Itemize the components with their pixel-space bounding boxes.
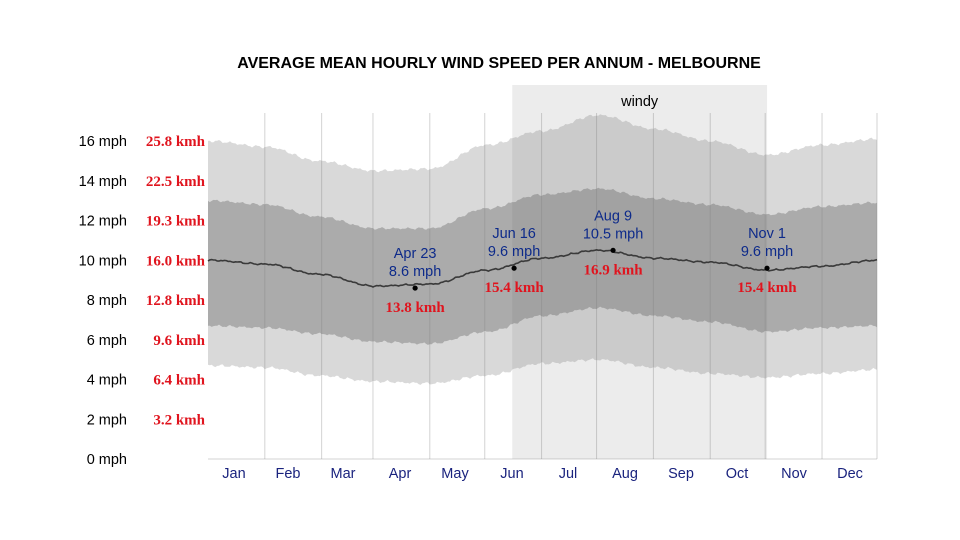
y-tick-kmh-10: 16.0 kmh bbox=[146, 253, 206, 269]
annotation-kmh-1: 15.4 kmh bbox=[484, 280, 544, 296]
x-tick-aug: Aug bbox=[612, 466, 638, 482]
annotation-mph-0: 8.6 mph bbox=[389, 264, 441, 280]
annotation-point-1 bbox=[511, 265, 517, 271]
x-tick-jun: Jun bbox=[500, 466, 523, 482]
annotation-kmh-0: 13.8 kmh bbox=[386, 300, 446, 316]
y-tick-mph-10: 10 mph bbox=[79, 253, 127, 269]
y-tick-mph-0: 0 mph bbox=[87, 452, 127, 468]
annotation-date-1: Jun 16 bbox=[492, 226, 536, 242]
annotation-date-0: Apr 23 bbox=[394, 246, 437, 262]
band-p10-p90 bbox=[208, 114, 877, 385]
annotation-mph-3: 9.6 mph bbox=[741, 244, 793, 260]
windy-season-highlight: windy bbox=[512, 85, 768, 459]
annotation-date-3: Nov 1 bbox=[748, 226, 786, 242]
y-tick-kmh-6: 9.6 kmh bbox=[153, 333, 205, 349]
annotation-point-2 bbox=[610, 247, 616, 253]
y-tick-kmh-8: 12.8 kmh bbox=[146, 293, 206, 309]
y-tick-kmh-12: 19.3 kmh bbox=[146, 214, 206, 230]
annotation-kmh-2: 16.9 kmh bbox=[583, 262, 643, 278]
y-tick-mph-2: 2 mph bbox=[87, 412, 127, 428]
x-tick-oct: Oct bbox=[726, 466, 749, 482]
y-tick-kmh-14: 22.5 kmh bbox=[146, 174, 206, 190]
y-tick-kmh-4: 6.4 kmh bbox=[153, 373, 205, 389]
x-tick-dec: Dec bbox=[837, 466, 863, 482]
annotation-mph-1: 9.6 mph bbox=[488, 244, 540, 260]
annotation-kmh-3: 15.4 kmh bbox=[737, 280, 797, 296]
y-axis: 0 mph 2 mph 3.2 kmh 4 mph 6.4 kmh 6 mph 9.6 km… bbox=[79, 134, 206, 468]
annotation-point-0 bbox=[412, 285, 418, 291]
x-tick-feb: Feb bbox=[276, 466, 301, 482]
x-tick-apr: Apr bbox=[389, 466, 412, 482]
windy-season-rect bbox=[512, 85, 768, 459]
x-axis: Jan Feb Mar Apr May Jun Jul Aug Sep Oct Nov Dec bbox=[222, 466, 863, 482]
x-tick-jan: Jan bbox=[222, 466, 245, 482]
x-tick-jul: Jul bbox=[559, 466, 578, 482]
y-tick-kmh-2: 3.2 kmh bbox=[153, 412, 205, 428]
windy-season-label: windy bbox=[620, 94, 659, 110]
x-tick-nov: Nov bbox=[781, 466, 808, 482]
annotation-point-3 bbox=[764, 265, 770, 271]
y-tick-mph-8: 8 mph bbox=[87, 293, 127, 309]
annotation-mph-2: 10.5 mph bbox=[583, 226, 643, 242]
x-tick-may: May bbox=[441, 466, 469, 482]
y-tick-mph-6: 6 mph bbox=[87, 333, 127, 349]
chart-title: AVERAGE MEAN HOURLY WIND SPEED PER ANNUM… bbox=[237, 55, 761, 72]
x-tick-sep: Sep bbox=[668, 466, 694, 482]
x-tick-mar: Mar bbox=[331, 466, 356, 482]
y-tick-mph-16: 16 mph bbox=[79, 134, 127, 150]
percentile-bands bbox=[208, 114, 877, 385]
y-tick-mph-14: 14 mph bbox=[79, 174, 127, 190]
y-tick-mph-4: 4 mph bbox=[87, 373, 127, 389]
annotation-date-2: Aug 9 bbox=[594, 208, 632, 224]
annotations: Apr 23 8.6 mph 13.8 kmh Jun 16 9.6 mph 15.4 k… bbox=[386, 208, 798, 316]
y-tick-mph-12: 12 mph bbox=[79, 214, 127, 230]
month-gridlines bbox=[208, 113, 878, 460]
y-tick-kmh-16: 25.8 kmh bbox=[146, 134, 206, 150]
band-p25-p75 bbox=[208, 187, 877, 345]
